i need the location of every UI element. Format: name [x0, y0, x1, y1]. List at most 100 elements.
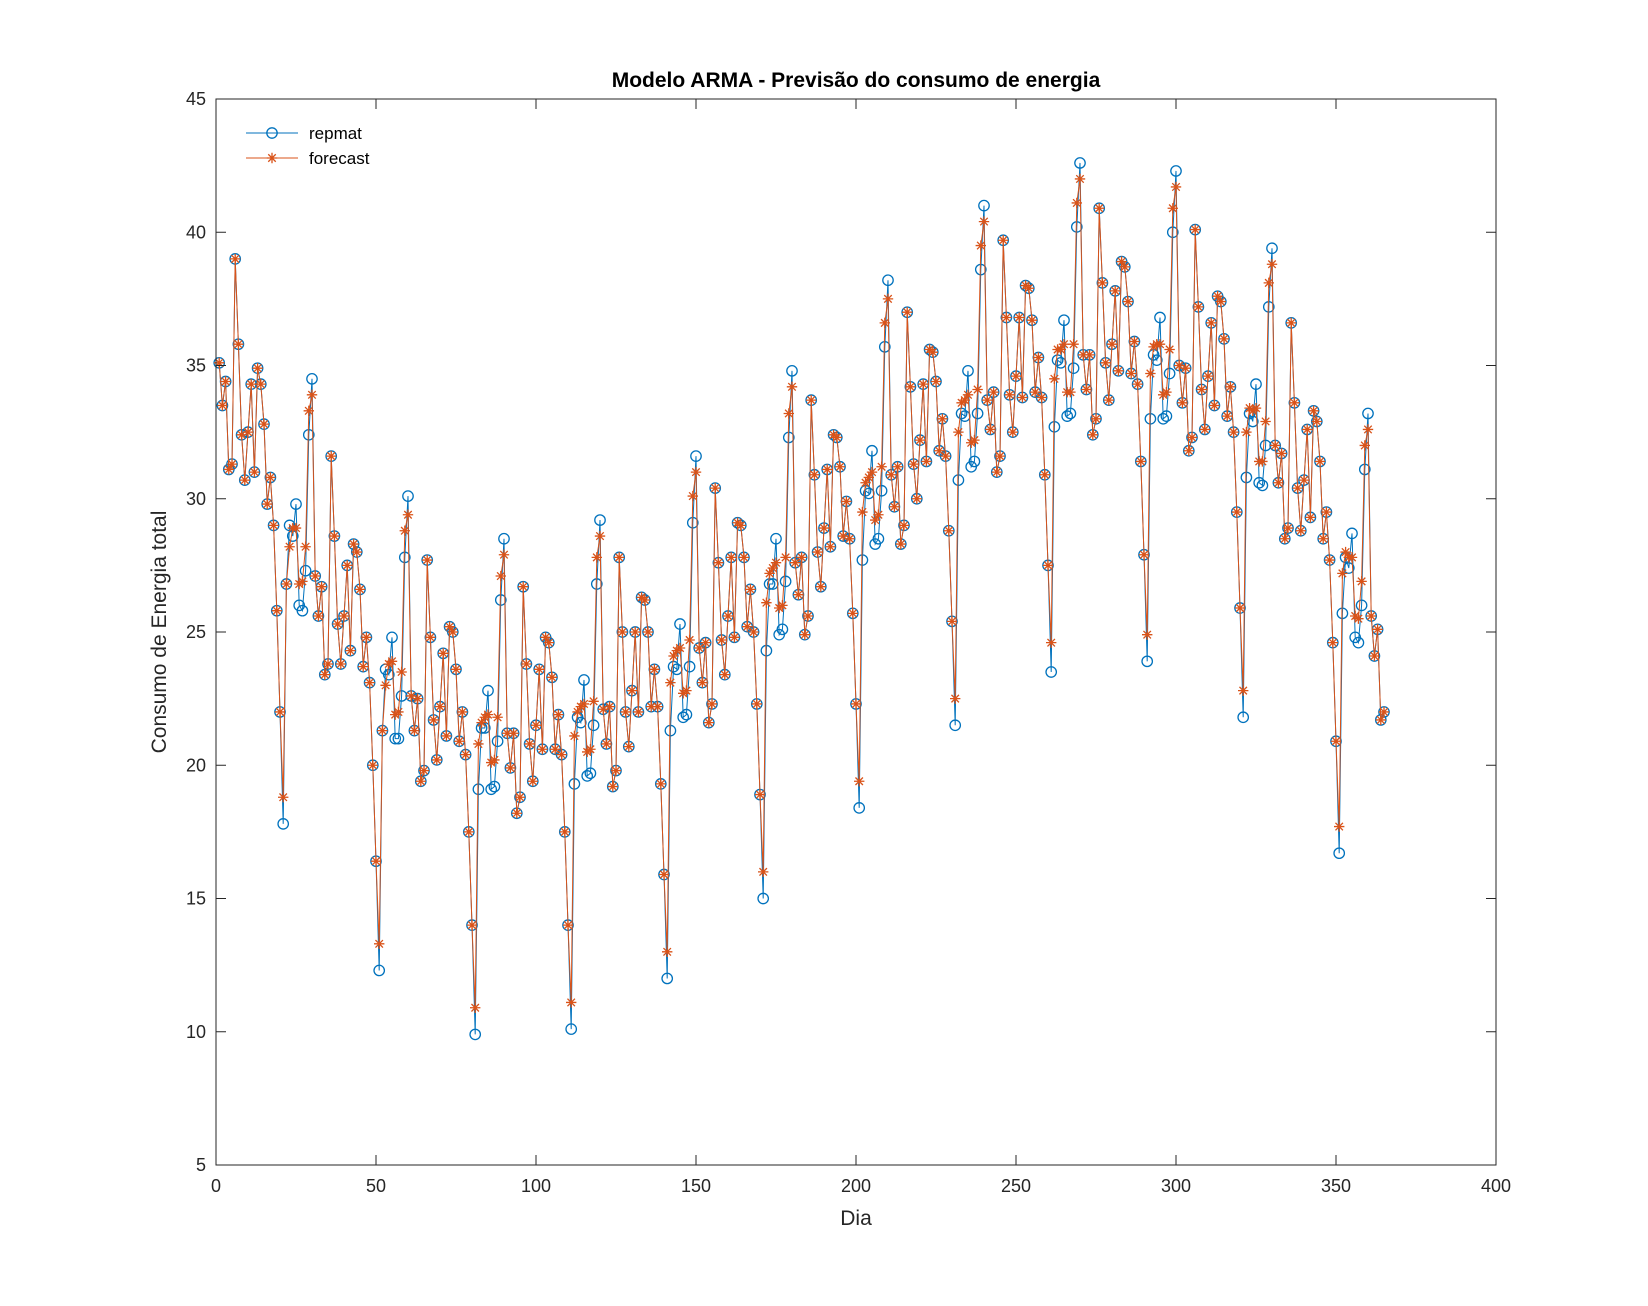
- repmat-point: [1074, 157, 1086, 169]
- forecast-point: [876, 461, 887, 472]
- forecast-point: [642, 626, 654, 638]
- repmat-point: [402, 490, 414, 502]
- x-tick-label: 200: [841, 1176, 871, 1196]
- forecast-point: [866, 466, 878, 478]
- forecast-point: [1039, 469, 1050, 480]
- forecast-point: [399, 525, 410, 536]
- forecast-point: [1289, 397, 1300, 409]
- forecast-point: [1292, 482, 1303, 494]
- forecast-point: [444, 621, 455, 632]
- repmat-point: [1045, 666, 1058, 678]
- forecast-point: [406, 690, 417, 702]
- forecast-point: [617, 626, 628, 638]
- forecast-point: [351, 546, 362, 558]
- forecast-point: [1170, 181, 1182, 193]
- forecast-point: [681, 685, 692, 696]
- forecast-point: [447, 626, 458, 638]
- forecast-point: [1337, 568, 1348, 579]
- legend: repmat forecast: [246, 124, 370, 168]
- forecast-point: [614, 552, 625, 563]
- forecast-point: [652, 701, 663, 712]
- forecast-point: [799, 629, 810, 640]
- forecast-point: [220, 376, 231, 387]
- repmat-point: [962, 364, 974, 377]
- forecast-point: [495, 570, 506, 582]
- forecast-point: [1122, 296, 1134, 307]
- forecast-point: [252, 362, 263, 374]
- forecast-point: [1103, 394, 1114, 406]
- forecast-point: [553, 709, 564, 720]
- forecast-point: [940, 450, 951, 462]
- repmat-point: [776, 623, 789, 636]
- forecast-point: [1033, 352, 1044, 363]
- forecast-point: [825, 541, 836, 552]
- forecast-point: [364, 677, 375, 688]
- forecast-point: [348, 538, 359, 550]
- forecast-point: [255, 378, 266, 390]
- forecast-point: [1100, 357, 1111, 369]
- forecast-point: [706, 698, 718, 710]
- forecast-point: [1308, 405, 1319, 417]
- repmat-point: [1253, 476, 1266, 489]
- y-tick-label: 30: [186, 489, 206, 509]
- forecast-point: [716, 634, 727, 646]
- repmat-point: [1058, 314, 1070, 327]
- forecast-point: [950, 693, 961, 704]
- forecast-point: [1126, 368, 1137, 379]
- forecast-point: [1353, 613, 1364, 624]
- forecast-point: [1298, 474, 1310, 486]
- forecast-point: [1334, 821, 1345, 832]
- forecast-point: [290, 522, 302, 534]
- forecast-point: [812, 546, 823, 558]
- repmat-point: [1237, 711, 1250, 724]
- forecast-point: [1017, 392, 1028, 403]
- x-tick-label: 150: [681, 1176, 711, 1196]
- forecast-point: [809, 469, 820, 480]
- forecast-point: [1199, 424, 1210, 435]
- forecast-point: [1295, 525, 1306, 536]
- forecast-point: [1202, 370, 1214, 382]
- forecast-point: [703, 717, 714, 728]
- forecast-point: [1026, 314, 1038, 326]
- forecast-point: [415, 776, 426, 787]
- forecast-point: [918, 378, 929, 390]
- forecast-point: [937, 413, 948, 424]
- forecast-point: [738, 552, 750, 563]
- repmat-point: [1157, 412, 1170, 425]
- forecast-point: [1228, 426, 1239, 438]
- forecast-point: [697, 677, 708, 688]
- forecast-point: [1209, 400, 1220, 411]
- forecast-point: [700, 637, 711, 648]
- forecast-point: [226, 458, 238, 470]
- repmat-point: [763, 578, 776, 590]
- forecast-point: [556, 749, 567, 760]
- forecast-point: [1007, 426, 1018, 438]
- forecast-point: [1046, 637, 1057, 648]
- repmat-point: [968, 455, 981, 468]
- forecast-point: [1055, 344, 1066, 355]
- forecast-point: [751, 698, 762, 710]
- forecast-point: [726, 552, 737, 563]
- forecast-point: [1036, 392, 1047, 403]
- forecast-point: [566, 997, 577, 1008]
- forecast-point: [978, 216, 990, 227]
- forecast-point: [754, 789, 766, 800]
- repmat-point: [392, 732, 405, 745]
- forecast-point: [431, 754, 442, 766]
- forecast-point: [1263, 277, 1274, 289]
- forecast-point: [457, 706, 468, 718]
- forecast-point: [1094, 203, 1105, 214]
- forecast-point: [1001, 312, 1012, 323]
- repmat-point: [786, 364, 798, 377]
- forecast-point: [418, 765, 430, 776]
- forecast-point: [1206, 317, 1217, 329]
- forecast-point: [1097, 277, 1108, 289]
- forecast-point: [434, 701, 446, 712]
- repmat-point: [491, 735, 504, 748]
- forecast-point: [345, 645, 356, 656]
- repmat-point: [875, 484, 888, 497]
- repmat-point: [866, 444, 878, 457]
- forecast-point: [271, 605, 282, 616]
- forecast-point: [934, 445, 945, 456]
